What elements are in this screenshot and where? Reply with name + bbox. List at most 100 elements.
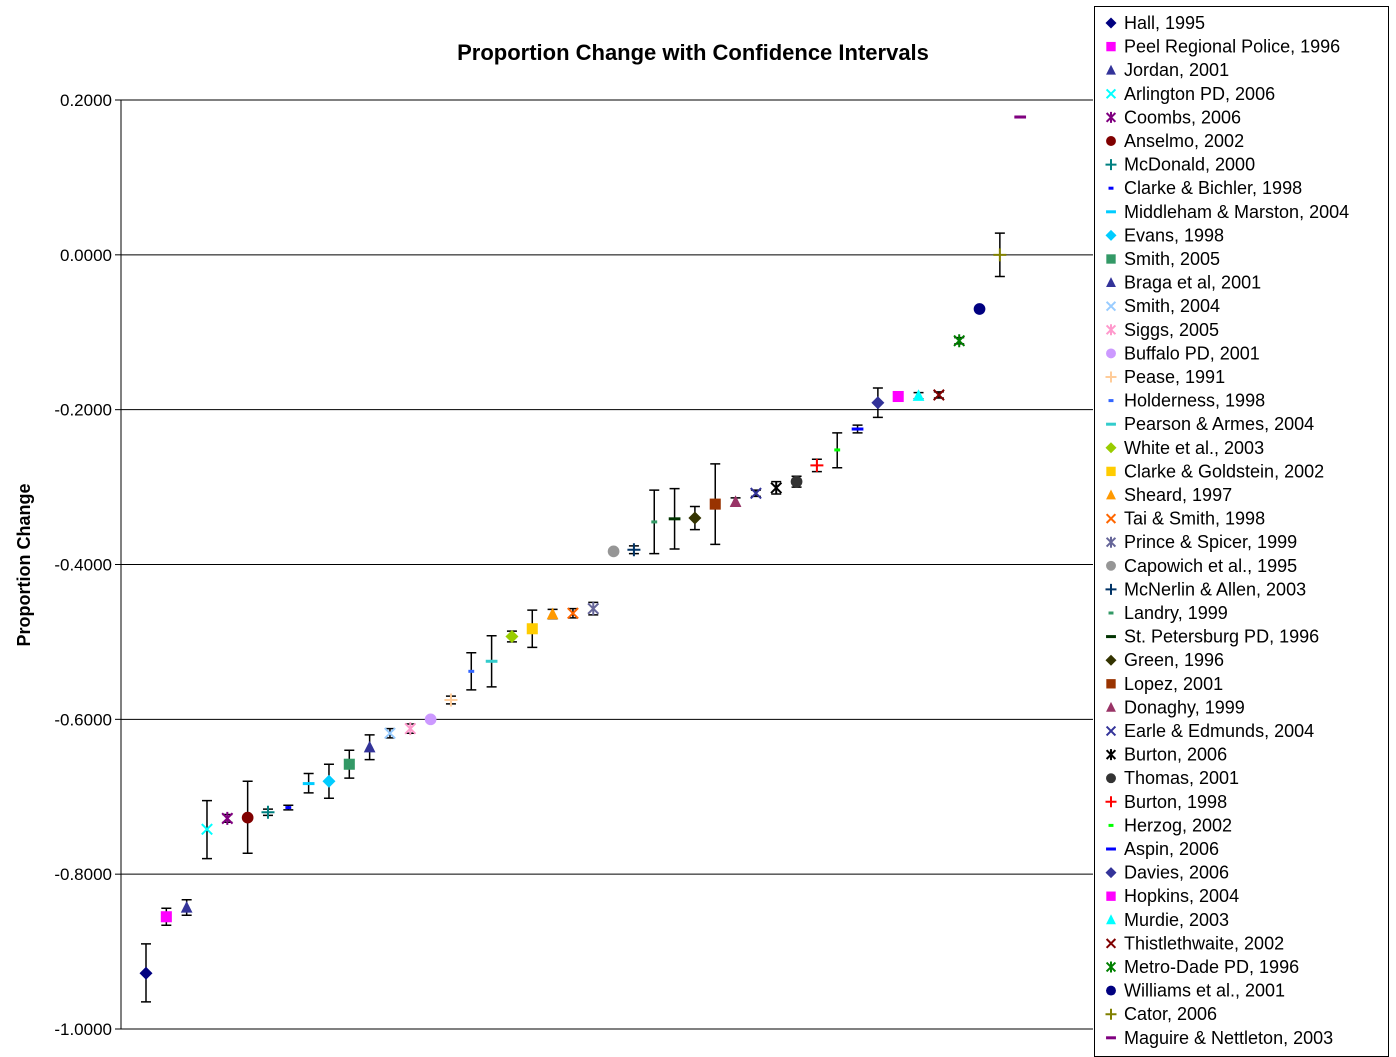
legend-item: Cator, 2006 <box>1105 1004 1217 1024</box>
legend-label: Herzog, 2002 <box>1124 815 1232 835</box>
point-marker <box>468 669 475 673</box>
legend-item: McDonald, 2000 <box>1105 155 1255 175</box>
y-tick-label: -0.4000 <box>54 556 112 575</box>
legend-label: Burton, 1998 <box>1124 792 1227 812</box>
legend-item: Anselmo, 2002 <box>1106 131 1244 151</box>
legend-item: Arlington PD, 2006 <box>1105 84 1275 104</box>
data-point <box>384 727 396 740</box>
legend-label: Evans, 1998 <box>1124 225 1224 245</box>
legend-label: Metro-Dade PD, 1996 <box>1124 957 1299 977</box>
data-point <box>546 607 559 620</box>
legend-item: Burton, 1998 <box>1105 792 1227 812</box>
legend-marker <box>1105 88 1117 99</box>
legend-marker <box>1106 1036 1116 1040</box>
data-point <box>180 898 193 916</box>
legend-marker <box>1106 985 1116 996</box>
data-point <box>404 722 417 736</box>
data-point <box>567 607 579 620</box>
point-marker <box>384 727 396 740</box>
legend-label: Thomas, 2001 <box>1124 768 1239 788</box>
legend-item: Davies, 2006 <box>1105 863 1229 883</box>
data-point <box>466 652 477 691</box>
legend-marker <box>1105 324 1117 336</box>
point-marker <box>749 487 762 500</box>
legend-label: Clarke & Goldstein, 2002 <box>1124 461 1324 481</box>
legend-label: Jordan, 2001 <box>1124 60 1229 80</box>
data-point <box>485 634 498 688</box>
y-tick-label: 0.2000 <box>60 91 112 110</box>
legend-marker <box>1105 938 1117 949</box>
legend-label: Pearson & Armes, 2004 <box>1124 414 1314 434</box>
legend-item: Sheard, 1997 <box>1106 485 1232 505</box>
data-point <box>607 545 620 558</box>
data-point <box>1014 115 1027 119</box>
point-marker <box>1014 115 1027 119</box>
legend-label: Clarke & Bichler, 1998 <box>1124 178 1302 198</box>
legend-label: Aspin, 2006 <box>1124 839 1219 859</box>
legend-marker <box>1105 583 1117 595</box>
legend-item: Jordan, 2001 <box>1106 60 1229 80</box>
data-point <box>973 303 986 315</box>
point-marker <box>221 811 234 825</box>
legend-label: Landry, 1999 <box>1124 603 1228 623</box>
data-point <box>444 693 458 707</box>
point-marker <box>567 607 579 620</box>
point-marker <box>627 543 641 557</box>
legend-item: Middleham & Marston, 2004 <box>1106 202 1349 222</box>
data-point <box>932 389 945 401</box>
legend-label: Thistlethwaite, 2002 <box>1124 933 1284 953</box>
data-point <box>871 387 885 419</box>
legend-marker <box>1106 679 1116 689</box>
legend-label: Tai & Smith, 1998 <box>1124 509 1265 529</box>
data-point <box>832 432 843 469</box>
legend-label: Buffalo PD, 2001 <box>1124 343 1260 363</box>
legend-item: Smith, 2005 <box>1106 249 1220 269</box>
data-point <box>709 463 721 546</box>
data-point <box>424 713 437 726</box>
legend-item: Maguire & Nettleton, 2003 <box>1106 1028 1333 1048</box>
data-point <box>283 804 294 811</box>
legend-marker <box>1108 823 1114 827</box>
point-marker <box>912 389 925 401</box>
legend-label: Lopez, 2001 <box>1124 674 1223 694</box>
legend-marker <box>1105 111 1117 123</box>
point-marker <box>505 629 519 643</box>
data-point <box>241 780 254 855</box>
legend-marker <box>1106 210 1116 214</box>
legend-item: Donaghy, 1999 <box>1106 697 1245 717</box>
point-marker <box>261 805 275 819</box>
point-marker <box>485 659 498 663</box>
legend-item: Clarke & Goldstein, 2002 <box>1106 461 1324 481</box>
point-marker <box>607 545 620 558</box>
legend-label: Smith, 2005 <box>1124 249 1220 269</box>
data-point <box>343 749 355 779</box>
legend-item: Williams et al., 2001 <box>1106 981 1285 1001</box>
legend-marker <box>1105 1008 1117 1020</box>
point-marker <box>587 602 600 616</box>
legend-item: Hopkins, 2004 <box>1106 886 1239 906</box>
legend-marker <box>1106 422 1116 426</box>
data-point <box>790 475 803 488</box>
legend-marker <box>1105 229 1117 241</box>
point-marker <box>790 475 803 488</box>
point-marker <box>160 911 172 923</box>
legend-marker <box>1105 536 1117 548</box>
legend-item: Siggs, 2005 <box>1105 320 1219 340</box>
point-marker <box>404 722 417 736</box>
legend-box <box>1094 6 1389 1057</box>
data-point <box>649 489 660 555</box>
point-marker <box>322 774 336 788</box>
y-tick-label: -0.8000 <box>54 865 112 884</box>
legend-item: Buffalo PD, 2001 <box>1106 343 1260 363</box>
point-marker <box>285 806 292 810</box>
point-marker <box>180 900 193 913</box>
legend-item: Hall, 1995 <box>1105 13 1205 33</box>
legend-label: Williams et al., 2001 <box>1124 981 1285 1001</box>
data-point <box>770 480 783 495</box>
data-point <box>953 334 966 348</box>
legend-label: Murdie, 2003 <box>1124 910 1229 930</box>
legend-item: Braga et al, 2001 <box>1106 273 1261 293</box>
legend-item: White et al., 2003 <box>1105 438 1264 458</box>
legend-marker <box>1105 17 1117 29</box>
